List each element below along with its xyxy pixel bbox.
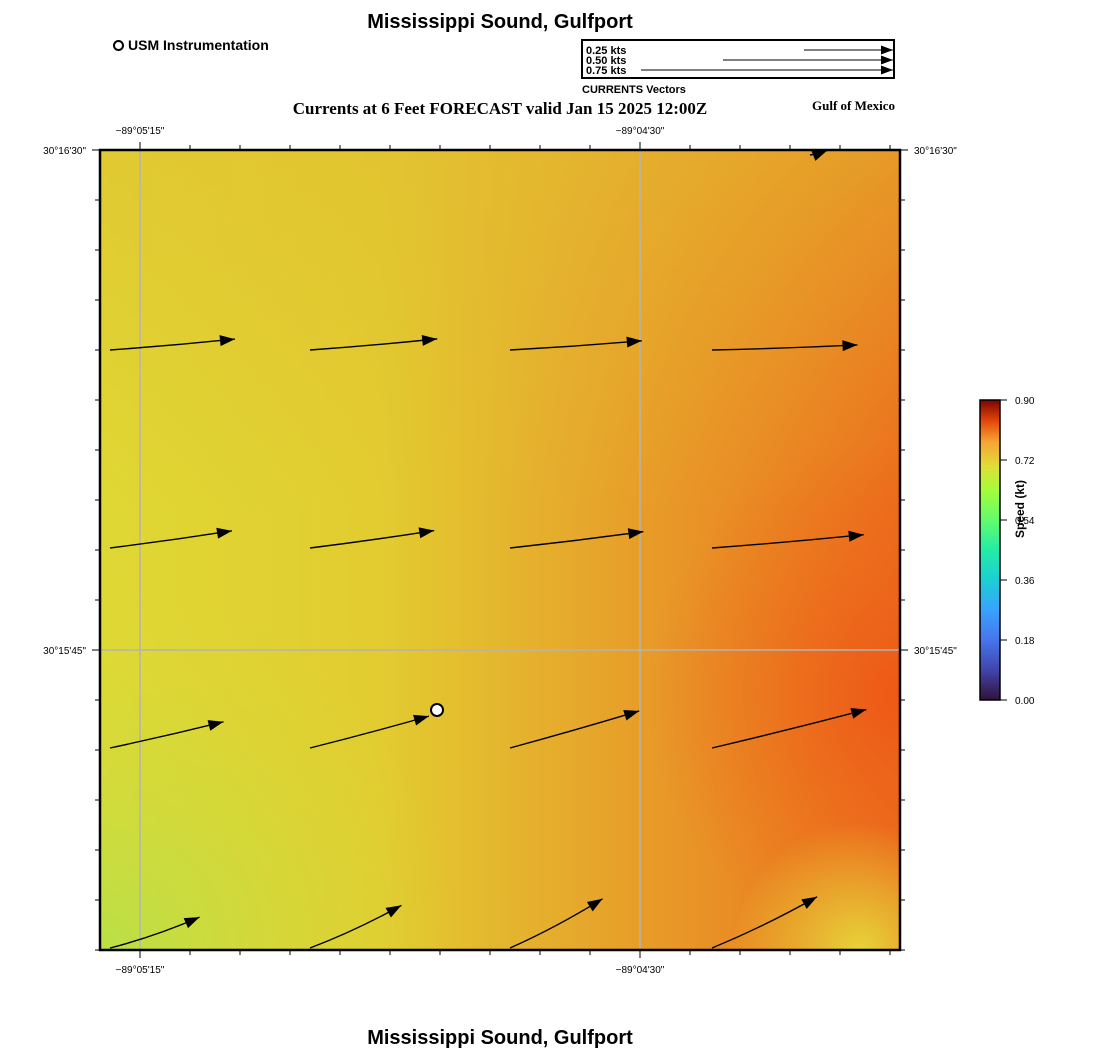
vector-legend-arrows	[641, 45, 893, 75]
current-vector-head	[421, 334, 438, 346]
legend-arrowhead	[881, 65, 893, 75]
lat-label: 30°15'45"	[914, 646, 957, 657]
legend-arrowhead	[881, 45, 893, 55]
speed-field	[100, 150, 900, 950]
vector-legend-row: 0.75 kts	[586, 65, 627, 77]
forecast-subtitle: Currents at 6 Feet FORECAST valid Jan 15…	[292, 99, 708, 118]
current-vector	[711, 344, 858, 351]
colorbar-tick-label: 0.90	[1015, 396, 1035, 407]
map-title-bottom: Mississippi Sound, Gulfport	[367, 1027, 633, 1049]
lon-label: −89°05'15"	[116, 126, 165, 137]
current-vector-head	[626, 336, 642, 348]
lat-labels-right: 30°16'30" 30°15'45"	[914, 146, 957, 657]
current-vector-head	[207, 720, 224, 731]
lat-labels-left: 30°16'30" 30°15'45"	[43, 146, 86, 657]
current-vector-head	[586, 898, 603, 912]
colorbar-tick-label: 0.00	[1015, 696, 1035, 707]
current-vector-head	[219, 335, 235, 347]
lon-label: −89°04'30"	[616, 965, 665, 976]
usm-instrumentation-marker[interactable]	[430, 703, 444, 717]
current-vector-head	[418, 527, 435, 539]
colorbar-ramp	[979, 399, 1001, 701]
current-vector-head	[413, 714, 430, 726]
vector-legend-row: 0.25 kts	[586, 45, 627, 57]
current-vector	[711, 534, 864, 549]
vector-legend: 0.25 kts 0.50 kts 0.75 kts	[581, 39, 895, 79]
colorbar-ticks: 0.00 0.18 0.36 0.54 0.72 0.90	[1000, 396, 1035, 707]
circle-marker-icon	[113, 39, 124, 51]
current-vector-head	[848, 530, 864, 542]
colorbar-label: Speed (kt)	[1013, 479, 1027, 538]
station-legend: USM Instrumentation	[113, 37, 269, 53]
lat-label: 30°15'45"	[43, 646, 86, 657]
current-vector-head	[811, 150, 828, 161]
vector-legend-row: 0.50 kts	[586, 55, 627, 67]
colorbar-tick-label: 0.36	[1015, 576, 1035, 587]
current-vector-head	[801, 896, 818, 909]
lon-label: −89°04'30"	[616, 126, 665, 137]
lon-labels-top: −89°05'15" −89°04'30"	[116, 126, 665, 137]
lon-label: −89°05'15"	[116, 965, 165, 976]
colorbar-tick-label: 0.18	[1015, 636, 1035, 647]
graticule	[100, 150, 900, 950]
legend-arrowhead	[881, 55, 893, 65]
current-vector-head	[842, 340, 858, 352]
current-vector-head	[183, 917, 200, 929]
map-frame	[98, 148, 902, 952]
colorbar-tick-label: 0.54	[1015, 516, 1035, 527]
station-legend-label: USM Instrumentation	[128, 37, 269, 53]
lat-label: 30°16'30"	[914, 146, 957, 157]
current-vector	[711, 708, 867, 749]
current-vectors	[109, 149, 867, 949]
current-vector-head	[623, 710, 640, 721]
current-vector-head	[216, 527, 233, 539]
vector-legend-caption: CURRENTS Vectors	[582, 84, 686, 96]
current-vector-head	[850, 708, 867, 719]
current-vector-head	[627, 528, 644, 540]
lon-labels-bottom: −89°05'15" −89°04'30"	[116, 965, 665, 976]
colorbar-tick-label: 0.72	[1015, 456, 1035, 467]
current-vector-head	[385, 905, 402, 918]
colorbar: 0.00 0.18 0.36 0.54 0.72 0.90	[979, 396, 1035, 707]
region-label: Gulf of Mexico	[812, 98, 896, 113]
map-title: Mississippi Sound, Gulfport	[367, 11, 633, 33]
lat-label: 30°16'30"	[43, 146, 86, 157]
